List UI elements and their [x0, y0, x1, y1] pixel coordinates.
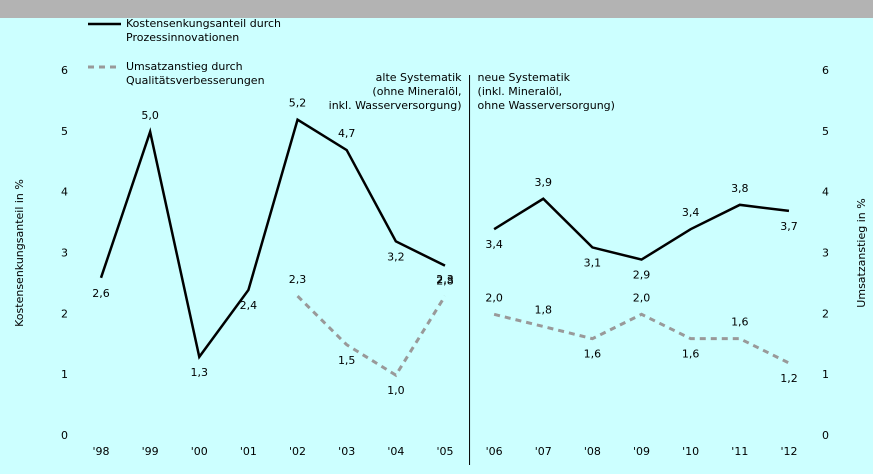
data-label: 3,4	[485, 238, 503, 251]
data-label: 1,6	[584, 348, 602, 361]
x-tick-label: '12	[780, 445, 797, 458]
annotation: inkl. Wasserversorgung)	[329, 99, 462, 112]
y-tick-label: 6	[61, 64, 68, 77]
y2-tick-label: 1	[822, 368, 829, 381]
data-label: 1,3	[191, 366, 209, 379]
y2-tick-label: 2	[822, 307, 829, 320]
y-tick-label: 2	[61, 307, 68, 320]
annotation: (inkl. Mineralöl,	[478, 85, 563, 98]
y2-tick-label: 5	[822, 125, 829, 138]
data-label: 1,5	[338, 354, 356, 367]
x-tick-label: '98	[92, 445, 109, 458]
y-tick-label: 0	[61, 429, 68, 442]
data-label: 3,7	[780, 220, 798, 233]
y2-tick-label: 4	[822, 186, 829, 199]
y2-tick-label: 0	[822, 429, 829, 442]
y2-axis-label: Umsatzanstieg in %	[855, 198, 868, 307]
y2-tick-label: 6	[822, 64, 829, 77]
x-tick-label: '99	[142, 445, 159, 458]
data-label: 3,4	[682, 206, 700, 219]
data-label: 2,0	[485, 291, 503, 304]
data-label: 3,1	[584, 256, 602, 269]
data-label: 5,2	[289, 97, 307, 110]
x-tick-label: '06	[486, 445, 503, 458]
annotation: ohne Wasserversorgung)	[478, 99, 615, 112]
legend-text: Kostensenkungsanteil durch Prozessinnova…	[126, 17, 281, 44]
data-label: 1,6	[731, 316, 749, 329]
series-line	[493, 312, 790, 365]
annotation: (ohne Mineralöl,	[372, 85, 461, 98]
x-tick-label: '03	[338, 445, 355, 458]
annotation: alte Systematik	[376, 71, 463, 84]
y-axis-label: Kostensenkungsanteil in %	[13, 179, 26, 327]
legend-entry: Umsatzanstieg durch Qualitätsverbesserun…	[126, 60, 265, 87]
x-tick-label: '08	[584, 445, 601, 458]
x-tick-label: '07	[535, 445, 552, 458]
data-label: 2,3	[289, 273, 307, 286]
y-tick-label: 1	[61, 368, 68, 381]
x-tick-label: '05	[436, 445, 453, 458]
data-label: 1,0	[387, 384, 405, 397]
x-tick-label: '00	[191, 445, 208, 458]
x-tick-label: '01	[240, 445, 257, 458]
data-label: 2,6	[92, 287, 110, 300]
data-label: 5,0	[141, 109, 159, 122]
y2-tick-label: 3	[822, 247, 829, 260]
series-line	[493, 197, 790, 261]
y-tick-label: 3	[61, 247, 68, 260]
legend-text: Umsatzanstieg durch Qualitätsverbesserun…	[126, 60, 265, 87]
data-label: 2,9	[633, 269, 651, 282]
data-label: 2,4	[240, 299, 258, 312]
y-tick-label: 5	[61, 125, 68, 138]
x-tick-label: '02	[289, 445, 306, 458]
x-tick-label: '11	[731, 445, 748, 458]
data-label: 1,6	[682, 348, 700, 361]
data-label: 4,7	[338, 127, 356, 140]
data-label: 2,0	[633, 291, 651, 304]
data-label: 3,9	[535, 176, 553, 189]
x-tick-label: '09	[633, 445, 650, 458]
data-label: 1,8	[535, 304, 553, 317]
annotation: neue Systematik	[478, 71, 571, 84]
x-tick-label: '10	[682, 445, 699, 458]
data-label: 2,3	[436, 273, 454, 286]
top-band	[0, 0, 873, 18]
data-label: 2,8	[436, 275, 454, 288]
data-label: 3,8	[731, 182, 749, 195]
x-tick-label: '04	[387, 445, 404, 458]
series-line	[296, 295, 447, 378]
data-label: 1,2	[780, 372, 798, 385]
y-tick-label: 4	[61, 186, 68, 199]
legend-entry: Kostensenkungsanteil durch Prozessinnova…	[126, 17, 281, 44]
data-label: 3,2	[387, 250, 405, 263]
series-line	[99, 117, 446, 360]
